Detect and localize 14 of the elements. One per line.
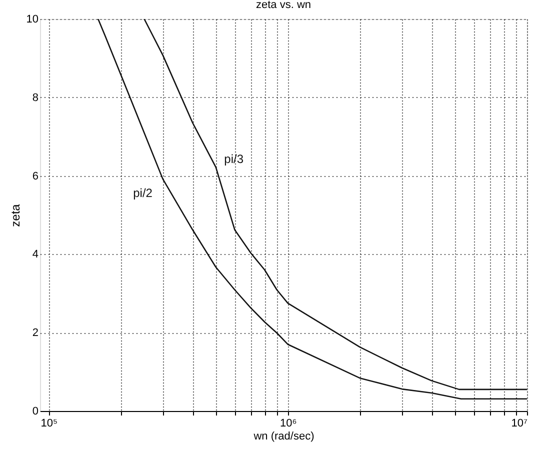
x-tick-label: 10⁵ xyxy=(40,418,58,430)
series-label: pi/2 xyxy=(133,186,153,200)
x-axis-title: wn (rad/sec) xyxy=(252,430,314,442)
x-tick-label: 10⁷ xyxy=(511,418,528,430)
y-tick-label: 0 xyxy=(32,406,38,418)
series-label: pi/3 xyxy=(224,152,244,166)
y-tick-label: 10 xyxy=(26,14,38,26)
y-axis-title: zeta xyxy=(8,204,22,227)
y-tick-label: 6 xyxy=(32,170,38,182)
y-tick-label: 4 xyxy=(32,248,38,261)
x-tick-label: 10⁶ xyxy=(280,418,297,430)
y-tick-label: 2 xyxy=(32,327,38,340)
y-tick-label: 8 xyxy=(32,92,38,104)
chart-title: zeta vs. wn xyxy=(256,0,312,11)
